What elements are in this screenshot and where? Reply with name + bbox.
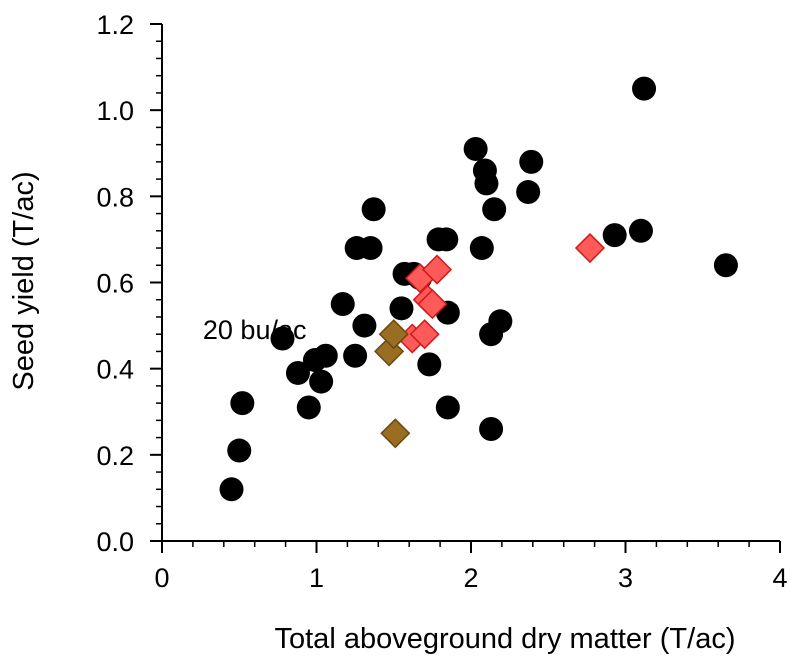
y-tick-label: 0.2	[96, 441, 134, 471]
data-point-circle	[602, 223, 627, 248]
y-tick-label: 0.6	[96, 269, 134, 299]
data-point-circle	[330, 292, 355, 317]
data-point-diamond	[574, 232, 606, 264]
data-point-circle	[352, 313, 377, 338]
data-point-circle	[435, 395, 460, 420]
data-point-circle	[343, 343, 368, 368]
data-point-circle	[309, 369, 334, 394]
data-point-circle	[713, 253, 738, 278]
data-point-circle	[516, 180, 541, 205]
data-point-circle	[479, 416, 504, 441]
y-axis-title: Seed yield (T/ac)	[8, 171, 40, 390]
x-ticks: 0 1 2 3 4	[154, 541, 788, 593]
data-point-circle	[361, 197, 386, 222]
data-point-circle	[270, 326, 295, 351]
data-point-diamond	[417, 288, 448, 320]
y-tick-label: 0.0	[96, 527, 134, 557]
data-point-diamond	[380, 418, 411, 449]
y-tick-label: 0.8	[96, 182, 134, 212]
y-tick-label: 1.2	[96, 10, 134, 40]
x-tick-label: 3	[618, 563, 633, 593]
annotation-20-bu-ac: 20 bu/ac	[203, 315, 307, 345]
data-point-diamond	[378, 319, 409, 350]
data-point-circle	[227, 438, 252, 463]
data-point-circle	[474, 171, 499, 196]
x-tick-label: 0	[154, 563, 169, 593]
data-point-circle	[519, 149, 544, 174]
data-point-circle	[469, 236, 494, 261]
x-tick-label: 2	[463, 563, 478, 593]
y-tick-label: 0.4	[96, 355, 134, 385]
data-point-circle	[296, 395, 321, 420]
x-tick-label: 1	[309, 563, 324, 593]
y-tick-label: 1.0	[96, 96, 134, 126]
data-point-circle	[488, 309, 513, 334]
axes	[161, 24, 780, 542]
data-point-circle	[463, 136, 488, 161]
data-point-diamond	[409, 319, 440, 350]
data-points	[219, 76, 738, 502]
x-tick-label: 4	[772, 563, 787, 593]
data-point-circle	[389, 296, 414, 321]
data-point-circle	[632, 76, 657, 101]
data-point-circle	[285, 360, 310, 385]
x-axis-title: Total aboveground dry matter (T/ac)	[275, 623, 736, 655]
data-point-circle	[219, 477, 244, 502]
y-ticks: 0.0 0.2 0.4 0.6 0.8 1.0 1.2	[96, 10, 162, 557]
data-point-circle	[230, 391, 255, 416]
data-point-circle	[313, 343, 338, 368]
data-point-circle	[358, 236, 383, 261]
data-point-circle	[417, 352, 442, 377]
data-point-diamond	[421, 254, 453, 285]
data-point-circle	[434, 227, 459, 252]
data-point-circle	[482, 197, 507, 222]
data-point-circle	[628, 218, 653, 243]
